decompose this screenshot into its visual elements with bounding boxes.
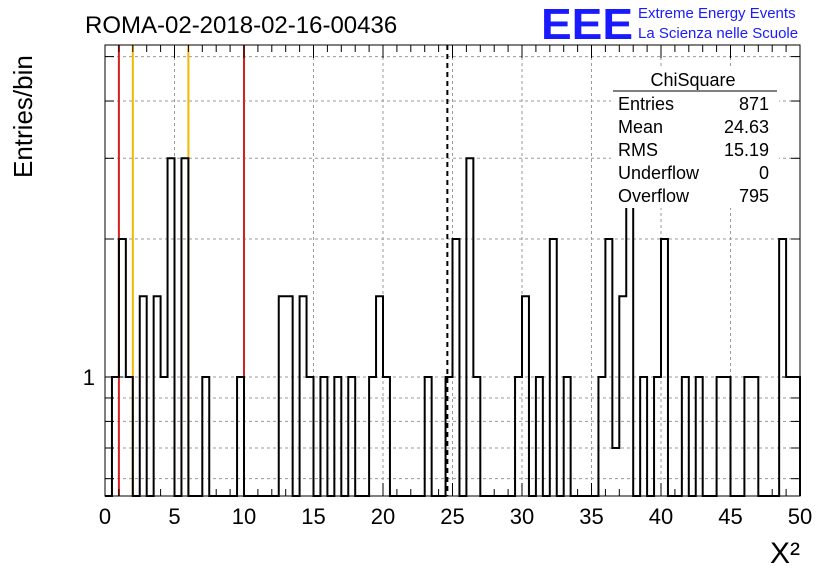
chart-title: ROMA-02-2018-02-16-00436 — [85, 12, 397, 39]
stats-row-label: Underflow — [618, 163, 700, 183]
x-axis-label: X² — [770, 537, 800, 570]
eee-brand: EEE Extreme Energy Events La Scienza nel… — [541, 0, 798, 49]
stats-row-label: RMS — [618, 140, 658, 160]
x-tick-label: 45 — [718, 504, 742, 529]
axis-ticks — [104, 45, 801, 496]
stats-row-value: 24.63 — [724, 117, 769, 137]
y-tick-labels: 1 — [83, 365, 95, 390]
stats-box: ChiSquare Entries 871 Mean 24.63 RMS 15.19 Und… — [611, 68, 779, 208]
eee-logo: EEE — [541, 0, 633, 49]
x-tick-label: 0 — [99, 504, 111, 529]
y-axis-label: Entries/bin — [8, 55, 38, 178]
y-tick-label: 1 — [83, 365, 95, 390]
stats-row-value: 871 — [739, 94, 769, 114]
x-tick-label: 35 — [579, 504, 603, 529]
x-tick-labels: 0 5 10 15 20 25 30 35 40 45 50 — [99, 504, 812, 529]
stats-row-label: Mean — [618, 117, 663, 137]
stats-row-value: 15.19 — [724, 140, 769, 160]
stats-rows: Entries 871 Mean 24.63 RMS 15.19 Underflow 0 Ove… — [618, 94, 769, 206]
x-tick-label: 25 — [440, 504, 464, 529]
x-tick-label: 50 — [788, 504, 812, 529]
x-tick-label: 40 — [649, 504, 673, 529]
grid — [105, 45, 800, 496]
stats-row-value: 795 — [739, 186, 769, 206]
x-tick-label: 10 — [232, 504, 256, 529]
stats-row-label: Overflow — [618, 186, 690, 206]
brand-line-1: Extreme Energy Events — [638, 5, 796, 22]
x-tick-label: 15 — [301, 504, 325, 529]
stats-row-label: Entries — [618, 94, 674, 114]
x-tick-label: 20 — [371, 504, 395, 529]
stats-title: ChiSquare — [650, 70, 735, 90]
x-tick-label: 30 — [510, 504, 534, 529]
brand-line-2: La Scienza nelle Scuole — [638, 25, 798, 42]
stats-row-value: 0 — [759, 163, 769, 183]
x-tick-label: 5 — [168, 504, 180, 529]
